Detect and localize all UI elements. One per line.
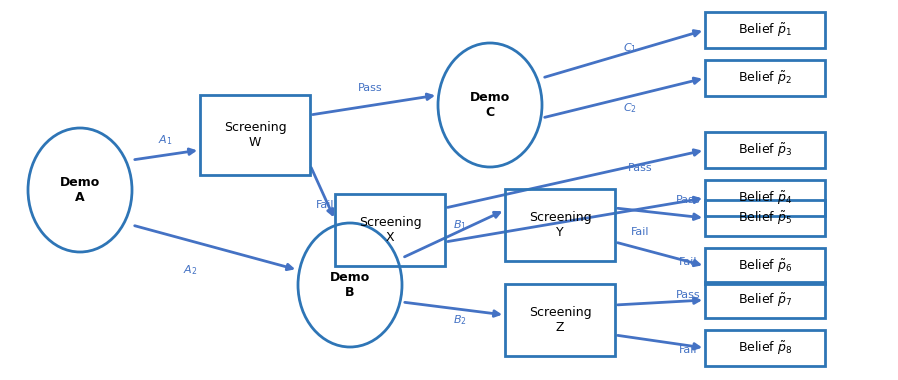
Text: Screening
X: Screening X: [358, 216, 421, 244]
Text: Screening
W: Screening W: [224, 121, 286, 149]
Text: Belief $\tilde{p}_8$: Belief $\tilde{p}_8$: [738, 339, 792, 357]
Text: Belief $\tilde{p}_2$: Belief $\tilde{p}_2$: [738, 69, 792, 87]
Text: Demo
A: Demo A: [60, 176, 100, 204]
Text: Belief $\tilde{p}_5$: Belief $\tilde{p}_5$: [738, 209, 792, 227]
Text: Screening
Z: Screening Z: [529, 306, 591, 334]
Text: $C_2$: $C_2$: [623, 101, 637, 115]
Text: Screening
Y: Screening Y: [529, 211, 591, 239]
Text: Pass: Pass: [675, 195, 700, 205]
Text: Fail: Fail: [630, 227, 649, 237]
Text: Fail: Fail: [316, 200, 334, 210]
Text: Belief $\tilde{p}_3$: Belief $\tilde{p}_3$: [738, 141, 792, 159]
Text: Demo
B: Demo B: [330, 271, 370, 299]
Text: $A_1$: $A_1$: [158, 133, 172, 147]
Text: $B_2$: $B_2$: [453, 313, 467, 327]
Text: Belief $\tilde{p}_6$: Belief $\tilde{p}_6$: [738, 257, 792, 275]
Text: Fail: Fail: [679, 257, 697, 267]
Text: Pass: Pass: [357, 83, 383, 93]
Text: Belief $\tilde{p}_1$: Belief $\tilde{p}_1$: [738, 21, 792, 39]
Text: Fail: Fail: [679, 345, 697, 355]
Text: Demo
C: Demo C: [470, 91, 510, 119]
Text: Belief $\tilde{p}_4$: Belief $\tilde{p}_4$: [738, 189, 792, 207]
Text: $B_1$: $B_1$: [453, 218, 467, 232]
Text: $C_1$: $C_1$: [623, 41, 637, 55]
Text: Pass: Pass: [628, 163, 652, 173]
Text: Pass: Pass: [675, 290, 700, 300]
Text: Belief $\tilde{p}_7$: Belief $\tilde{p}_7$: [738, 291, 792, 309]
Text: $A_2$: $A_2$: [183, 263, 198, 277]
